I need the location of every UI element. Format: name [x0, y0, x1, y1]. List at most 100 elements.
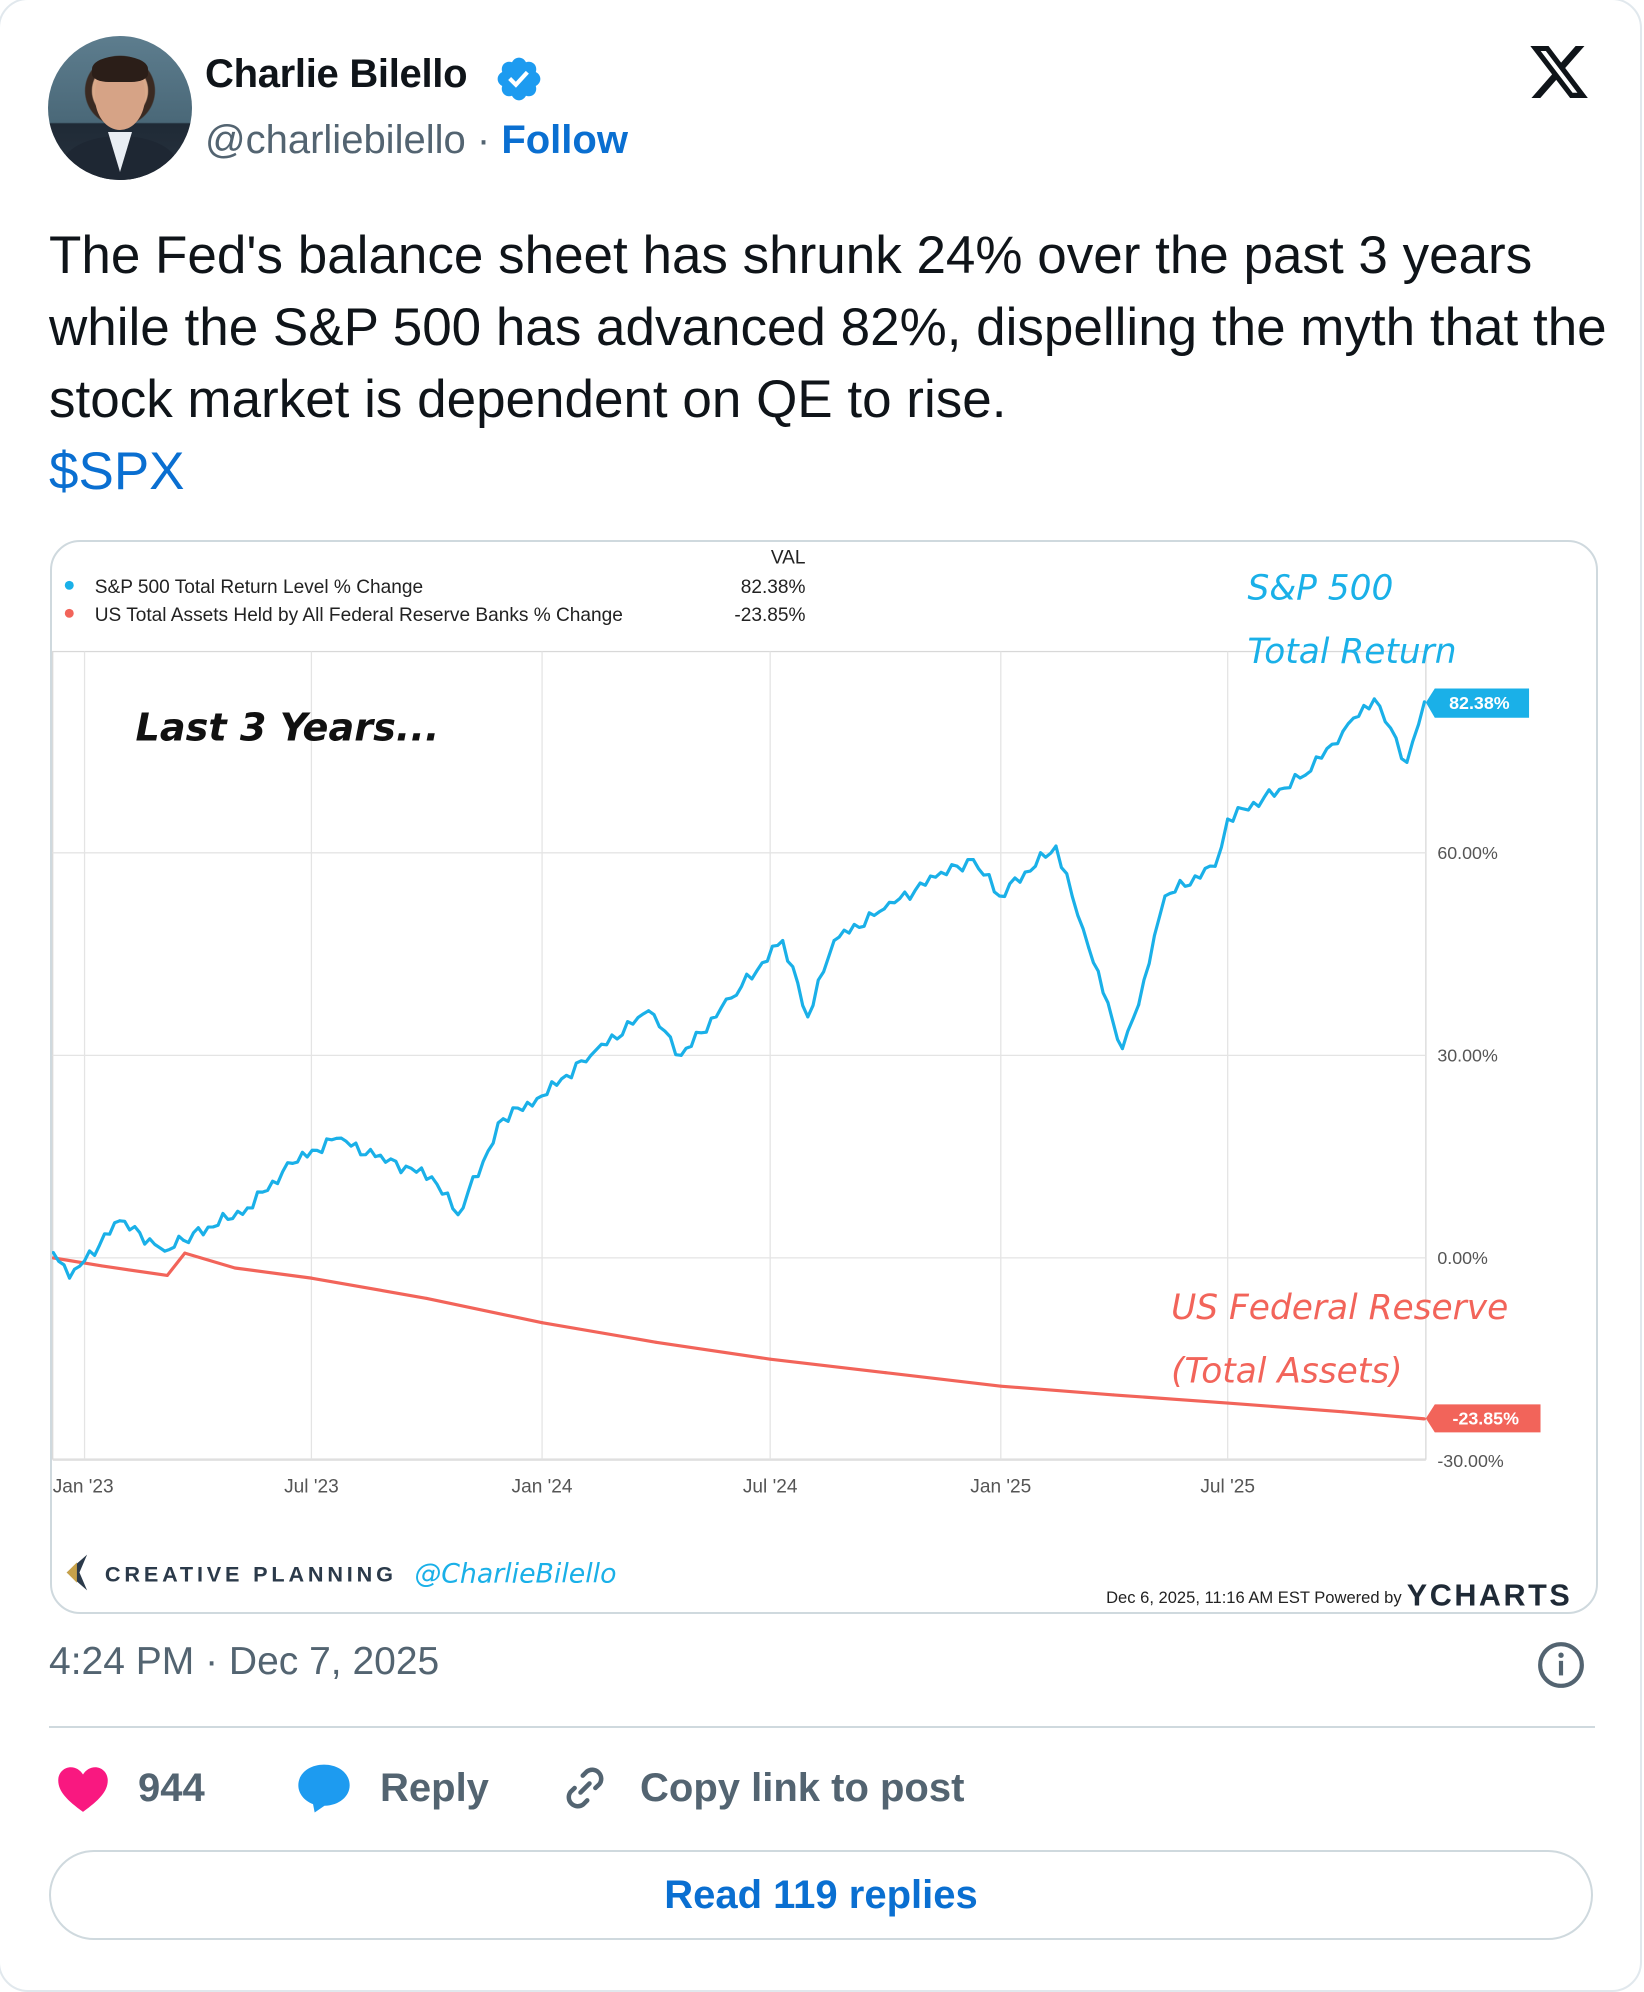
data-point-fed — [883, 1371, 888, 1375]
reply-label: Reply — [380, 1765, 489, 1810]
follow-button[interactable]: Follow — [501, 118, 628, 162]
data-point-sp500 — [1087, 945, 1091, 949]
data-point-sp500 — [1120, 1047, 1124, 1051]
x-tick-label: Jan '24 — [512, 1476, 573, 1497]
x-tick-label: Jul '25 — [1200, 1476, 1255, 1497]
data-point-fed — [52, 1256, 55, 1260]
y-tick-label: 30.00% — [1437, 1046, 1498, 1066]
data-point-fed — [233, 1266, 237, 1270]
value-tag-sp500-text: 82.38% — [1449, 693, 1510, 713]
legend-label-sp500: S&P 500 Total Return Level % Change — [95, 577, 423, 598]
data-point-fed — [165, 1273, 169, 1277]
data-point-sp500 — [1226, 817, 1230, 821]
data-point-sp500 — [647, 1009, 651, 1013]
post-text: The Fed's balance sheet has shrunk 24% o… — [49, 220, 1609, 508]
x-tick-label: Jul '24 — [743, 1476, 798, 1497]
legend-dot-fed — [64, 608, 74, 618]
info-icon[interactable] — [1536, 1640, 1586, 1690]
annotation-sp500-line2: Total Return — [1248, 632, 1457, 672]
chart-timestamp: Dec 6, 2025, 11:16 AM EST Powered by — [1106, 1588, 1402, 1607]
brand-name: CREATIVE PLANNING — [105, 1561, 397, 1586]
data-point-fed — [1422, 1417, 1426, 1421]
post-body: The Fed's balance sheet has shrunk 24% o… — [49, 226, 1607, 429]
legend-label-fed: US Total Assets Held by All Federal Rese… — [95, 605, 623, 626]
read-replies-button[interactable]: Read 119 replies — [49, 1850, 1593, 1940]
post-timestamp[interactable]: 4:24 PM · Dec 7, 2025 — [49, 1640, 440, 1683]
data-point-sp500 — [589, 1053, 593, 1057]
data-point-sp500 — [832, 939, 836, 943]
x-logo-icon[interactable] — [1526, 40, 1592, 104]
annotation-sp500-line1: S&P 500 — [1248, 568, 1394, 608]
data-point-sp500 — [1422, 700, 1426, 704]
data-point-fed — [1341, 1410, 1345, 1414]
data-point-sp500 — [182, 1238, 186, 1242]
data-point-sp500 — [1213, 864, 1217, 868]
value-tag-fed-text: -23.85% — [1453, 1409, 1520, 1429]
data-point-sp500 — [1054, 844, 1058, 848]
creative-planning-logo-icon — [66, 1554, 88, 1591]
divider — [49, 1726, 1595, 1728]
data-point-sp500 — [501, 1117, 505, 1121]
avatar[interactable] — [48, 36, 192, 180]
x-tick-label: Jan '23 — [53, 1476, 114, 1497]
data-point-sp500 — [934, 875, 938, 879]
data-point-sp500 — [245, 1206, 250, 1210]
brand-handle: @CharlieBilello — [414, 1559, 616, 1590]
author-name[interactable]: Charlie Bilello — [205, 52, 468, 96]
data-point-fed — [540, 1321, 544, 1325]
like-button[interactable]: 944 — [56, 1758, 205, 1818]
data-point-fed — [309, 1276, 313, 1280]
data-point-sp500 — [998, 894, 1002, 898]
data-point-fed — [1112, 1393, 1116, 1397]
value-tag-fed: -23.85% — [1425, 1404, 1541, 1433]
heart-icon — [58, 1767, 108, 1812]
cashtag-link[interactable]: $SPX — [49, 442, 185, 501]
x-tick-label: Jul '23 — [284, 1476, 339, 1497]
data-point-fed — [183, 1251, 187, 1255]
annotation-fed-line2: (Total Assets) — [1171, 1352, 1403, 1392]
read-replies-label: Read 119 replies — [664, 1872, 978, 1917]
data-point-sp500 — [456, 1213, 460, 1217]
reply-button[interactable]: Reply — [296, 1758, 489, 1818]
y-tick-label: -30.00% — [1437, 1451, 1504, 1471]
data-point-sp500 — [540, 1094, 544, 1098]
legend-header: VAL — [771, 548, 806, 569]
legend-value-sp500: 82.38% — [741, 577, 806, 598]
value-tag-sp500: 82.38% — [1425, 688, 1530, 718]
copy-link-label: Copy link to post — [640, 1765, 965, 1810]
data-point-fed — [1226, 1401, 1230, 1405]
series-line-sp500 — [52, 697, 1427, 1280]
data-point-sp500 — [882, 907, 886, 911]
y-tick-label: 0.00% — [1437, 1248, 1488, 1268]
data-point-sp500 — [334, 1136, 339, 1140]
data-point-sp500 — [291, 1161, 295, 1165]
separator: · — [476, 118, 491, 162]
data-point-sp500 — [52, 1250, 55, 1255]
data-point-fed — [999, 1384, 1003, 1388]
chart-image[interactable]: S&P 500 Total Return Level % Change US T… — [50, 540, 1598, 1614]
data-point-sp500 — [729, 996, 733, 1000]
data-point-fed — [425, 1296, 429, 1300]
handle-row: @charliebilello · Follow — [205, 118, 628, 163]
legend-dot-sp500 — [64, 580, 74, 590]
data-point-sp500 — [1372, 697, 1376, 701]
y-tick-label: 60.00% — [1437, 843, 1498, 863]
data-point-sp500 — [806, 1015, 810, 1019]
data-point-sp500 — [1163, 894, 1167, 898]
series-line-fed — [52, 1251, 1425, 1421]
data-point-fed — [654, 1340, 658, 1344]
data-point-sp500 — [67, 1276, 72, 1280]
data-point-sp500 — [1341, 729, 1345, 733]
annotation-fed-line1: US Federal Reserve — [1171, 1288, 1508, 1328]
legend-value-fed: -23.85% — [734, 605, 805, 626]
data-point-sp500 — [971, 858, 975, 862]
data-point-sp500 — [163, 1249, 167, 1253]
data-point-sp500 — [679, 1053, 683, 1057]
author-handle[interactable]: @charliebilello — [205, 118, 466, 162]
data-point-sp500 — [118, 1219, 122, 1223]
copy-link-button[interactable]: Copy link to post — [558, 1758, 964, 1818]
data-point-fed — [768, 1357, 772, 1361]
data-point-sp500 — [781, 939, 785, 943]
reply-bubble-icon — [298, 1764, 350, 1813]
